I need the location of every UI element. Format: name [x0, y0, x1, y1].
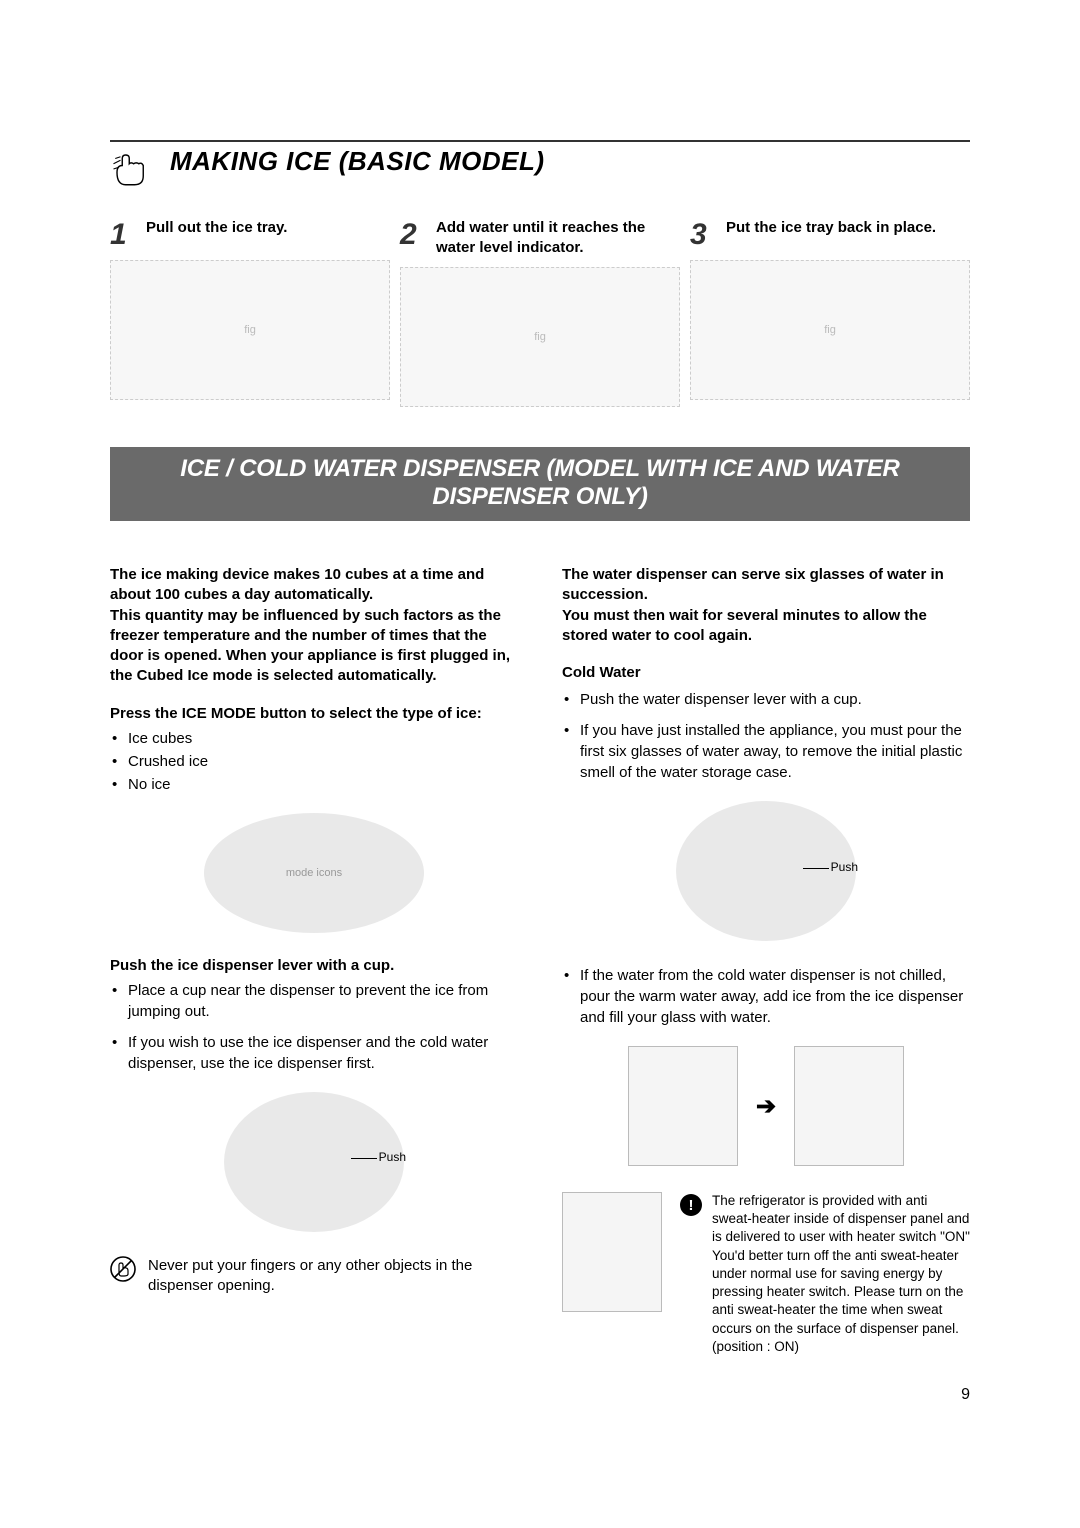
- intro-paragraph: The water dispenser can serve six glasse…: [562, 565, 970, 646]
- step-label: Add water until it reaches the water lev…: [436, 218, 680, 257]
- step-label: Put the ice tray back in place.: [726, 218, 936, 238]
- step-label: Pull out the ice tray.: [146, 218, 287, 238]
- cold-bullets: Push the water dispenser lever with a cu…: [562, 689, 970, 783]
- step-figure: fig: [110, 260, 390, 400]
- ice-mode-figure: mode icons: [204, 813, 424, 933]
- figure-box: [628, 1046, 738, 1166]
- step: 3 Put the ice tray back in place. fig: [690, 218, 970, 407]
- warning: Never put your fingers or any other obje…: [110, 1256, 518, 1297]
- intro-paragraph: The ice making device makes 10 cubes at …: [110, 565, 518, 687]
- list-item: Ice cubes: [128, 728, 518, 749]
- warning-text: Never put your fingers or any other obje…: [148, 1256, 518, 1297]
- step: 2 Add water until it reaches the water l…: [400, 218, 680, 407]
- push-lever-heading: Push the ice dispenser lever with a cup.: [110, 957, 518, 974]
- note-block: ! The refrigerator is provided with anti…: [562, 1192, 970, 1356]
- push-figure: Push: [224, 1092, 404, 1232]
- push-callout: Push: [379, 1150, 406, 1164]
- cold-bullets-2: If the water from the cold water dispens…: [562, 965, 970, 1028]
- steps-row: 1 Pull out the ice tray. fig 2 Add water…: [110, 218, 970, 407]
- push-bullets: Place a cup near the dispenser to preven…: [110, 980, 518, 1074]
- list-item: Push the water dispenser lever with a cu…: [580, 689, 970, 710]
- ice-type-list: Ice cubes Crushed ice No ice: [110, 728, 518, 795]
- step: 1 Pull out the ice tray. fig: [110, 218, 390, 407]
- right-column: The water dispenser can serve six glasse…: [562, 565, 970, 1356]
- arrow-right-icon: ➔: [756, 1092, 776, 1121]
- page-number: 9: [110, 1386, 970, 1404]
- note-text: The refrigerator is provided with anti s…: [712, 1192, 970, 1356]
- step-figure: fig: [690, 260, 970, 400]
- section-banner: ICE / COLD WATER DISPENSER (MODEL WITH I…: [110, 447, 970, 521]
- list-item: If you wish to use the ice dispenser and…: [128, 1032, 518, 1074]
- ice-mode-heading: Press the ICE MODE button to select the …: [110, 705, 518, 722]
- list-item: If the water from the cold water dispens…: [580, 965, 970, 1028]
- figure-box: [794, 1046, 904, 1166]
- step-number: 1: [110, 218, 136, 250]
- no-hand-icon: [110, 1256, 136, 1282]
- list-item: If you have just installed the appliance…: [580, 720, 970, 783]
- list-item: No ice: [128, 774, 518, 795]
- list-item: Place a cup near the dispenser to preven…: [128, 980, 518, 1022]
- hand-pointing-icon: [110, 148, 152, 190]
- step-number: 2: [400, 218, 426, 250]
- cold-water-heading: Cold Water: [562, 664, 970, 681]
- alert-icon: !: [680, 1194, 702, 1216]
- list-item: Crushed ice: [128, 751, 518, 772]
- push-callout: Push: [831, 860, 858, 874]
- dispenser-sequence-figure: ➔: [562, 1046, 970, 1166]
- step-number: 3: [690, 218, 716, 250]
- water-push-figure: Push: [676, 801, 856, 941]
- left-column: The ice making device makes 10 cubes at …: [110, 565, 518, 1356]
- section-title: MAKING ICE (BASIC MODEL): [170, 146, 545, 177]
- step-figure: fig: [400, 267, 680, 407]
- note-figure: [562, 1192, 662, 1312]
